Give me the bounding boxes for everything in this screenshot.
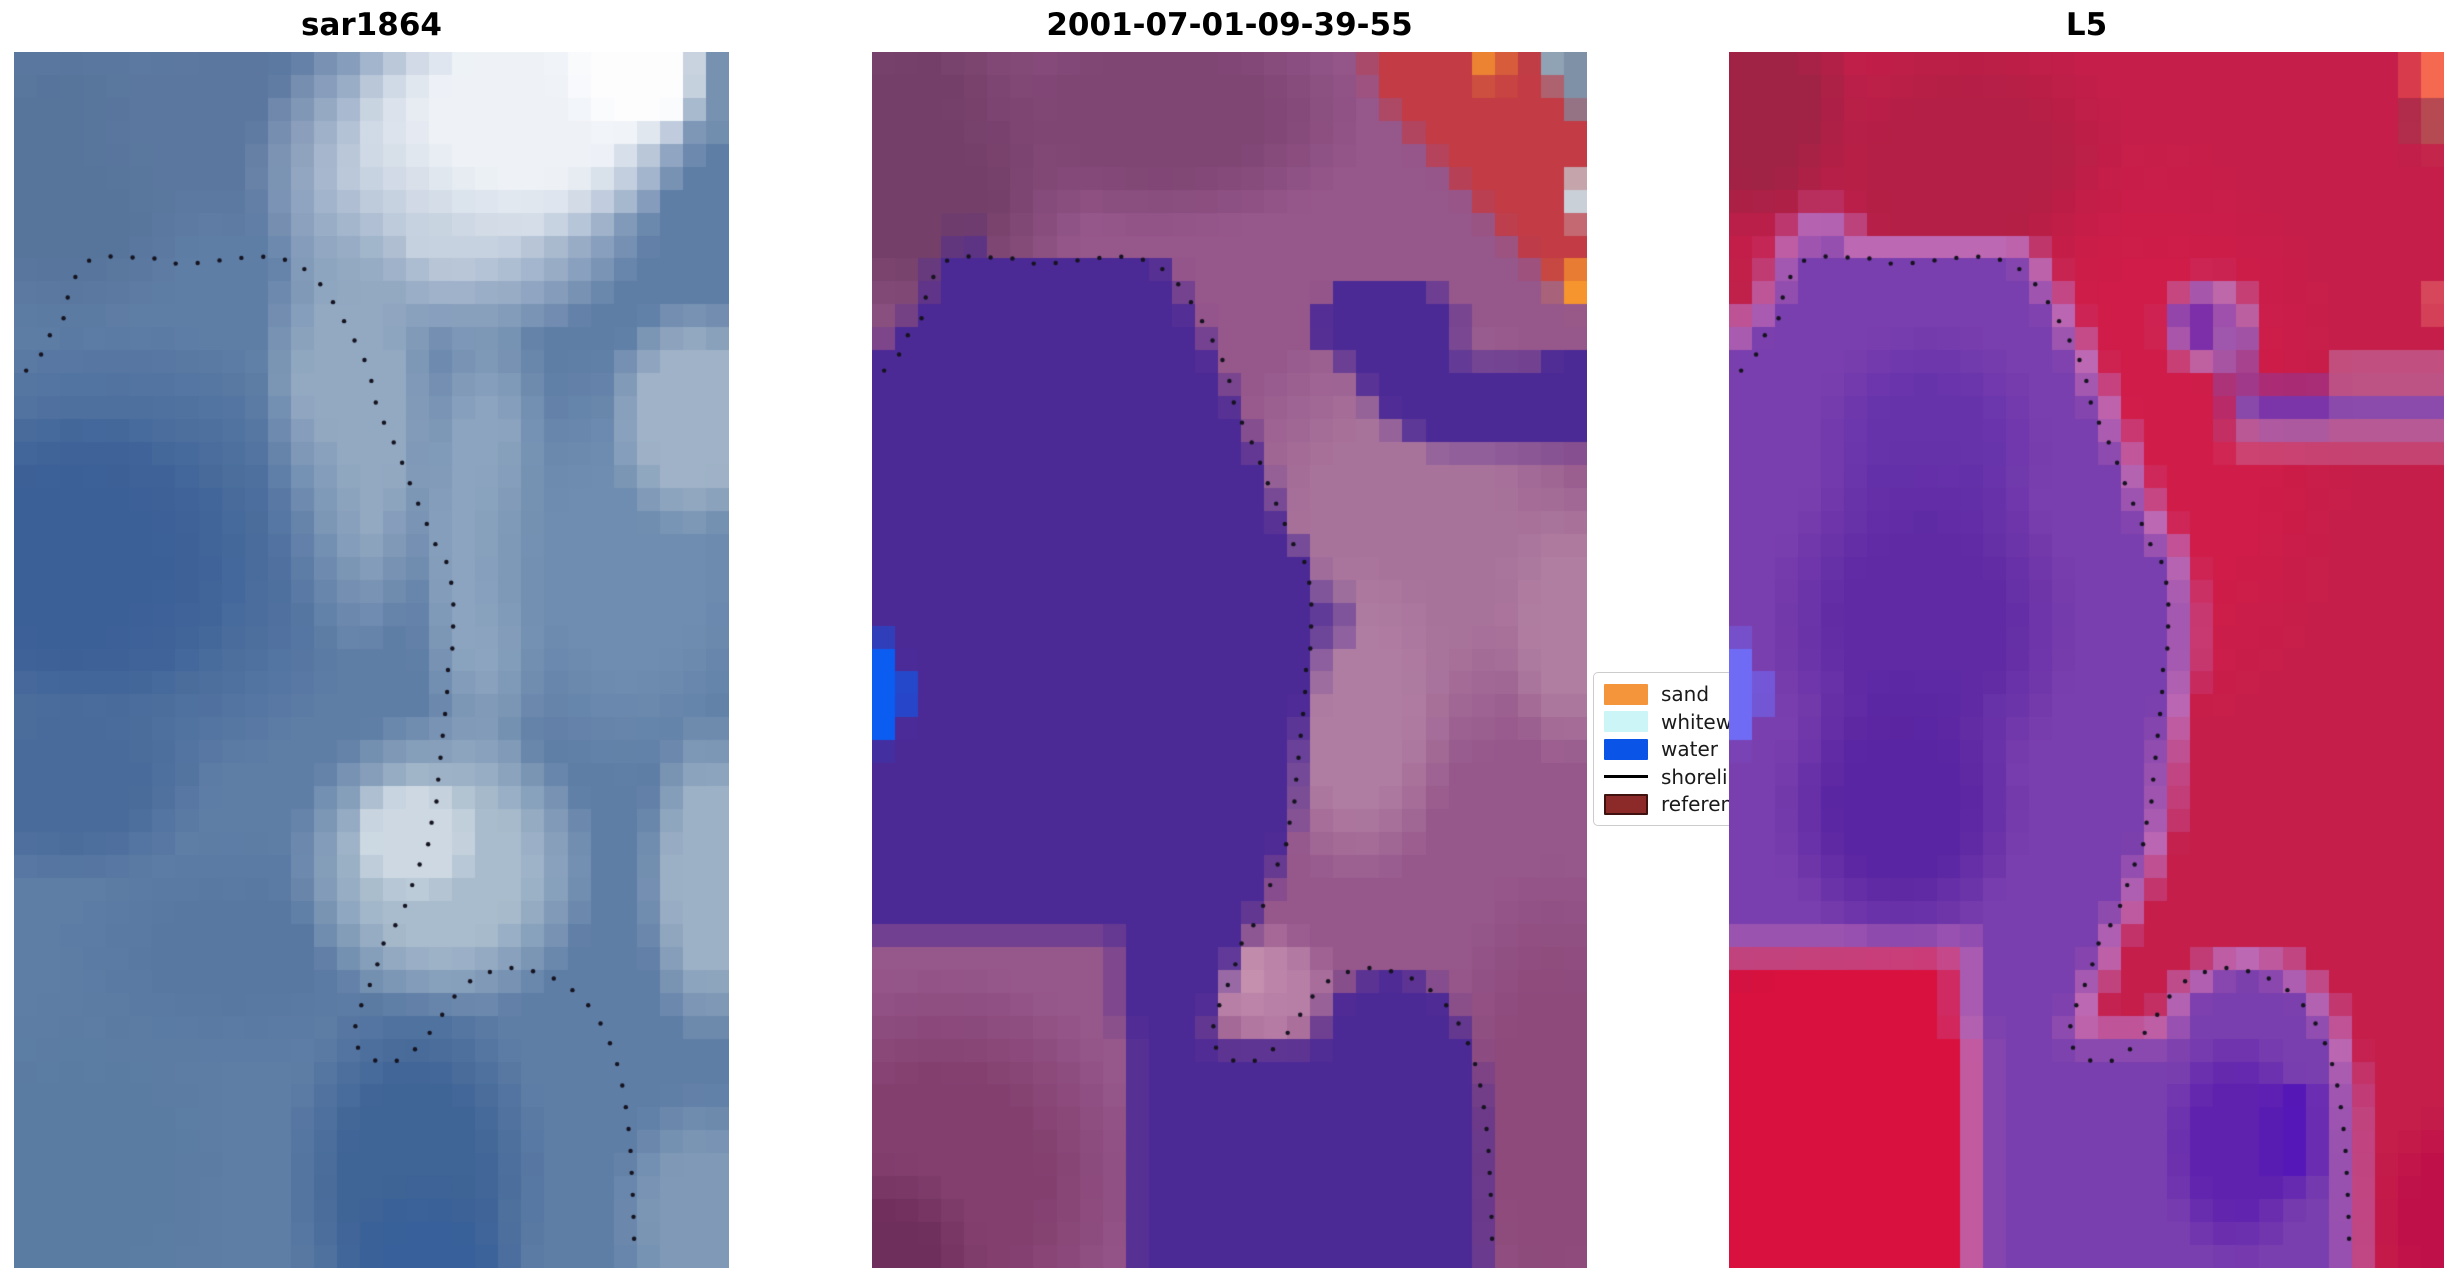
panel-title-sar: sar1864 [301, 7, 442, 43]
legend-item-reference: referen [1604, 792, 1824, 816]
shoreline-line-icon [1604, 775, 1648, 778]
sand-swatch-icon [1604, 683, 1648, 705]
reference-swatch-icon [1604, 793, 1648, 815]
legend-item-whitewater: whitew [1604, 710, 1824, 734]
legend-label-water: water [1661, 737, 1718, 761]
legend-label-shoreline: shoreli [1661, 764, 1728, 789]
whitewater-swatch-icon [1604, 711, 1648, 732]
legend-label-sand: sand [1661, 682, 1710, 706]
legend-item-water: water [1604, 737, 1824, 761]
sar-image-panel [14, 52, 729, 1268]
legend-item-sand: sand [1604, 682, 1824, 706]
legend-item-shoreline: shoreli [1604, 765, 1824, 789]
legend-label-whitewater: whitew [1661, 709, 1733, 734]
panel-title-l5: L5 [2065, 7, 2108, 43]
water-swatch-icon [1604, 738, 1648, 760]
l5-image-panel [1729, 52, 2444, 1268]
classified-image-panel [872, 52, 1587, 1268]
panel-title-date: 2001-07-01-09-39-55 [1046, 7, 1413, 43]
legend-label-reference: referen [1661, 792, 1734, 816]
